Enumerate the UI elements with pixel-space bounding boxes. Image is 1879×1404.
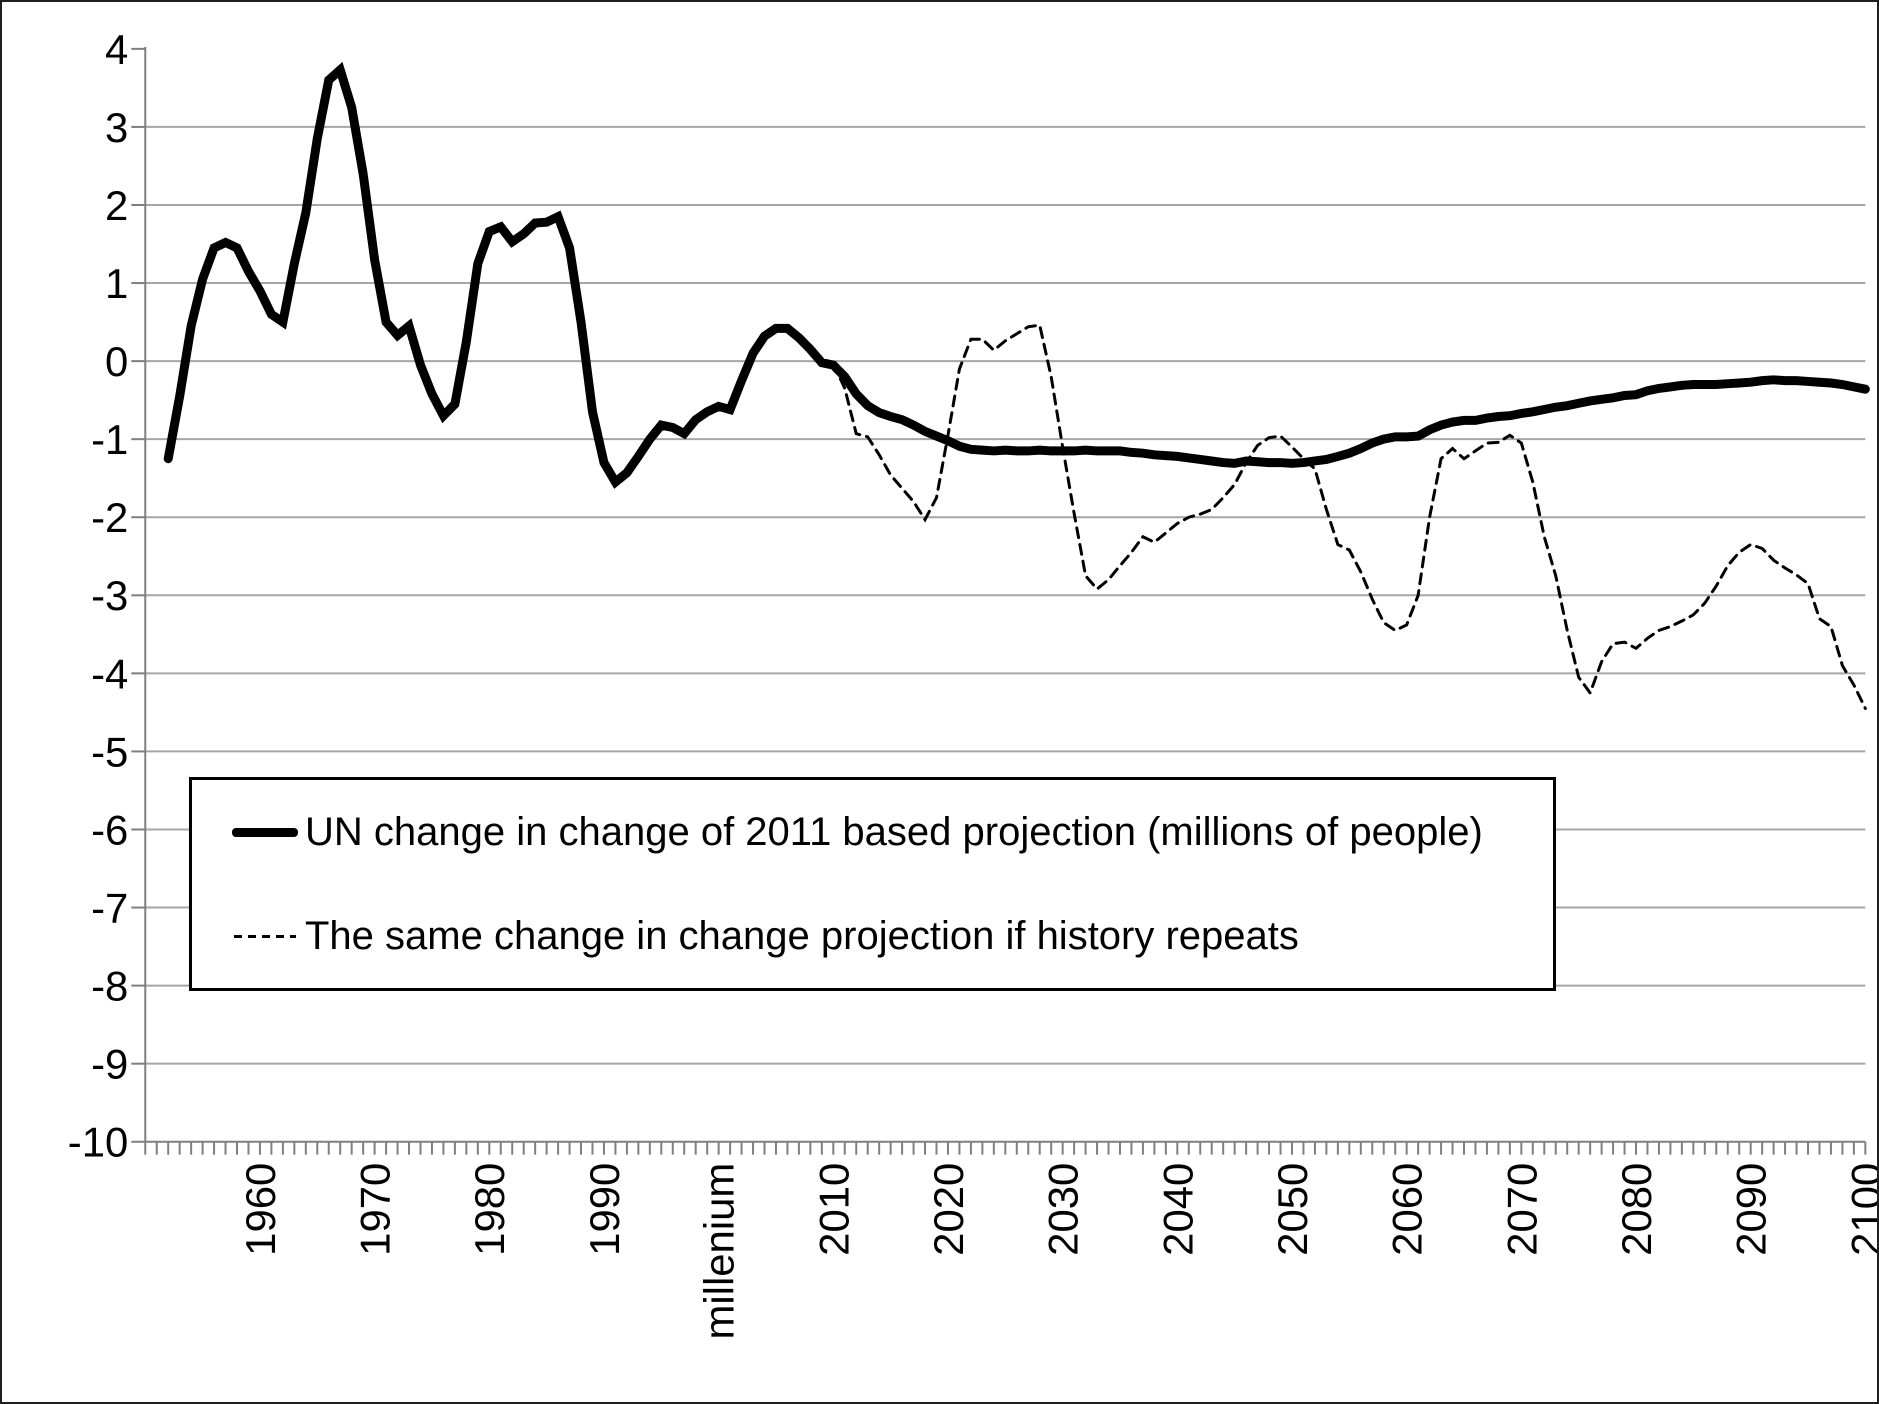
y-tick-label: -4	[91, 650, 128, 697]
x-tick-label: 2010	[810, 1163, 857, 1256]
legend-entry-history-repeats: The same change in change projection if …	[232, 884, 1553, 988]
series-un-projection-line	[163, 61, 1870, 489]
y-tick-label: 3	[105, 104, 128, 151]
y-tick-label: 0	[105, 338, 128, 385]
y-tick-label: -9	[91, 1041, 128, 1088]
x-tick-label: 2070	[1498, 1163, 1545, 1256]
legend-box: UN change in change of 2011 based projec…	[189, 777, 1556, 991]
x-tick-label: 2040	[1154, 1163, 1201, 1256]
legend-swatch-dashed-line	[234, 934, 296, 938]
y-tick-label: -8	[91, 963, 128, 1010]
y-tick-label: 4	[105, 26, 128, 73]
legend-label-history-repeats: The same change in change projection if …	[305, 913, 1299, 958]
x-tick-label: 1990	[581, 1163, 628, 1256]
x-tick-label: 2020	[925, 1163, 972, 1256]
y-tick-label: 2	[105, 182, 128, 229]
x-tick-label: 1960	[237, 1163, 284, 1256]
y-tick-label: -10	[68, 1119, 129, 1166]
x-tick-label: 2100	[1842, 1163, 1877, 1256]
x-tick-label: 2060	[1384, 1163, 1431, 1256]
x-tick-label: 2030	[1040, 1163, 1087, 1256]
y-tick-label: -5	[91, 728, 128, 775]
series-history-repeats-line	[831, 323, 1867, 710]
y-tick-label: -2	[91, 494, 128, 541]
y-tick-label: -1	[91, 416, 128, 463]
legend-swatch-solid-line	[232, 827, 298, 837]
legend-label-un-projection: UN change in change of 2011 based projec…	[305, 809, 1483, 854]
x-tick-label: 2080	[1613, 1163, 1660, 1256]
x-tick-label: 2090	[1728, 1163, 1775, 1256]
x-tick-label: 1970	[352, 1163, 399, 1256]
x-tick-label: 1980	[466, 1163, 513, 1256]
y-tick-label: 1	[105, 260, 128, 307]
y-tick-label: -3	[91, 572, 128, 619]
y-tick-label: -6	[91, 806, 128, 853]
legend-entry-un-projection: UN change in change of 2011 based projec…	[232, 780, 1553, 884]
y-tick-label: -7	[91, 885, 128, 932]
x-tick-label: 2050	[1269, 1163, 1316, 1256]
x-tick-label: millenium	[696, 1163, 743, 1340]
